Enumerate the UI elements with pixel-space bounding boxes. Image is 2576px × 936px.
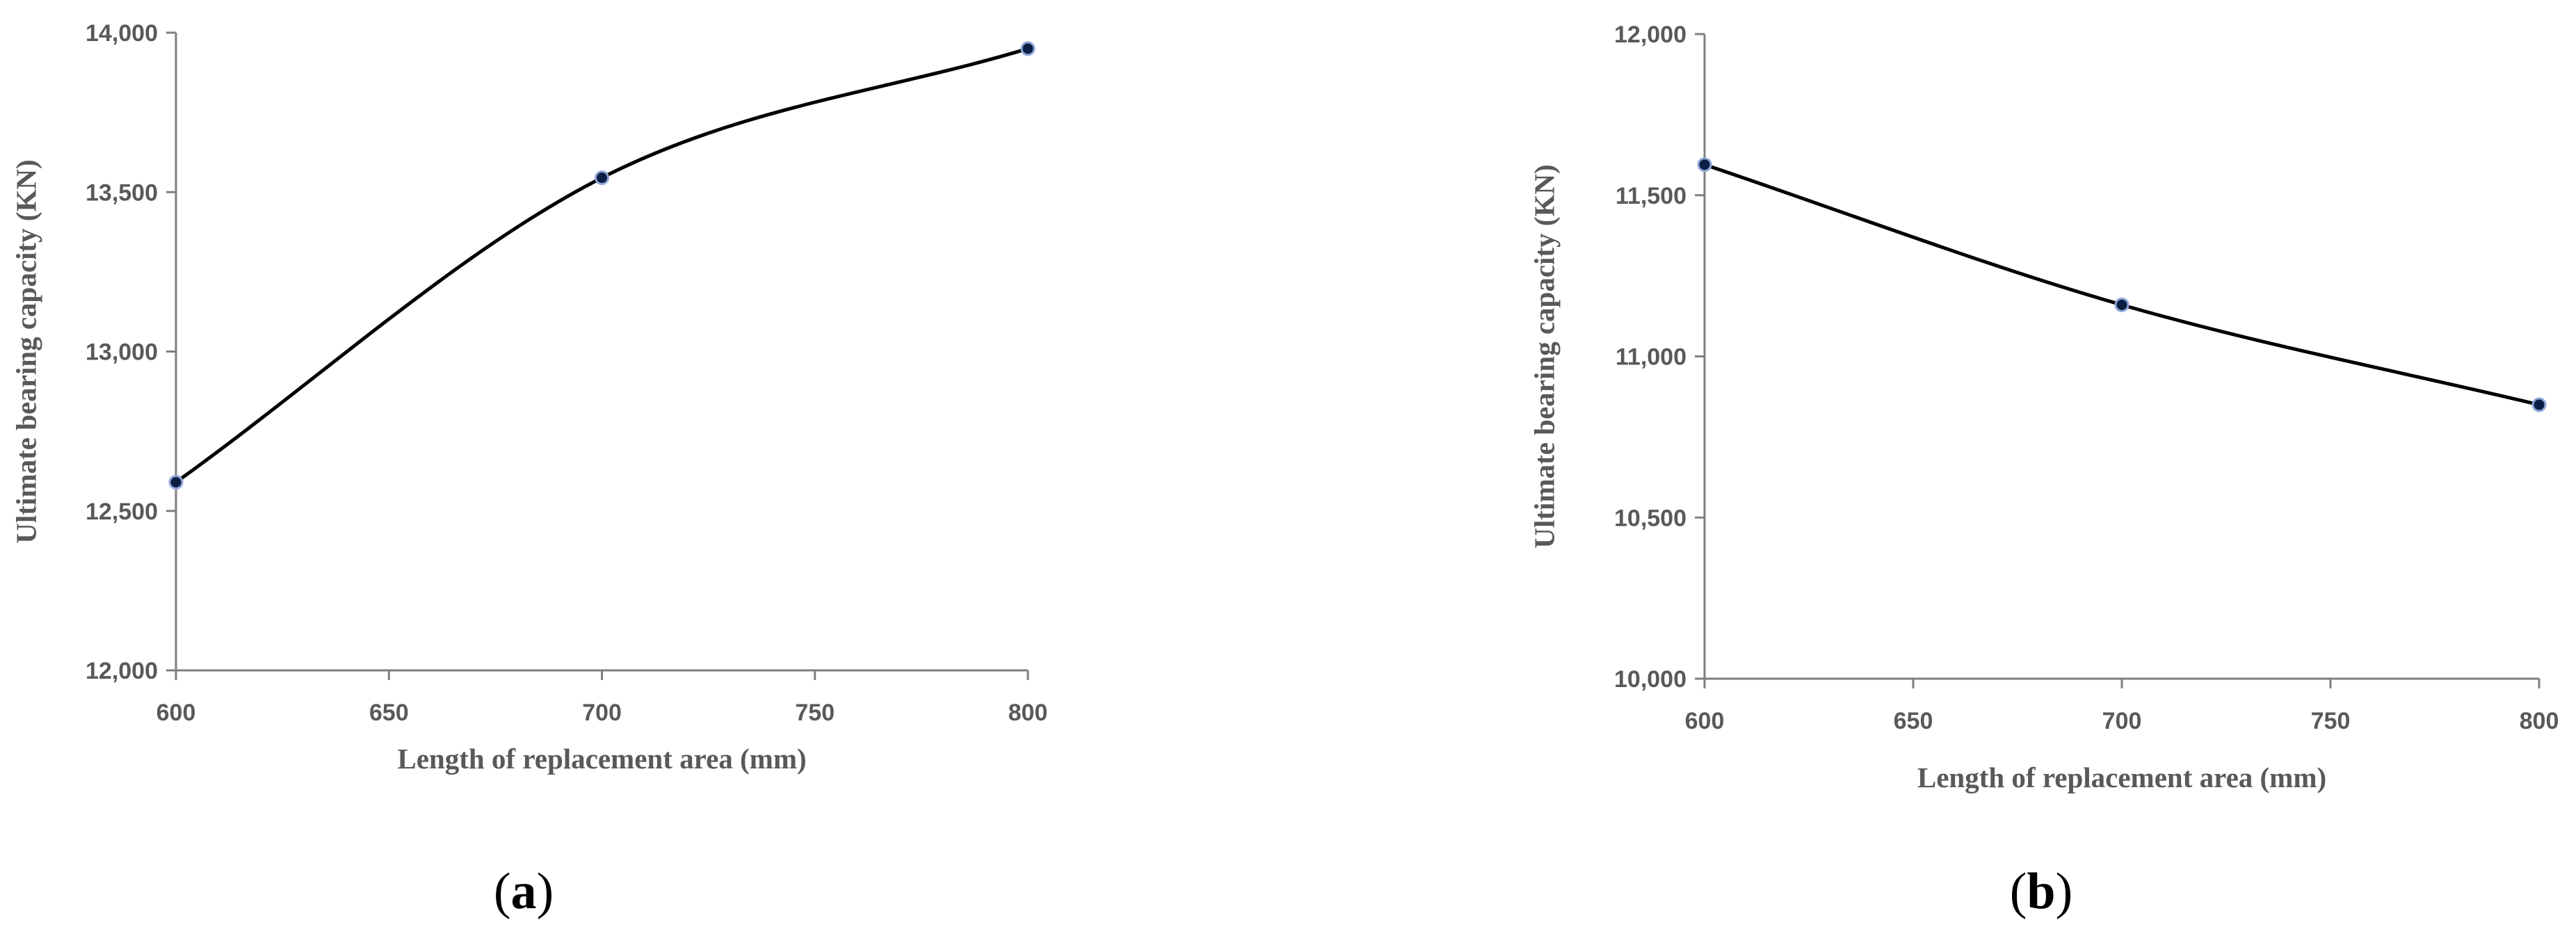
y-tick-label: 12,000 (86, 658, 158, 684)
x-tick-label: 650 (1894, 708, 1933, 734)
y-tick-label: 10,500 (1614, 505, 1687, 531)
y-tick-label: 14,000 (86, 20, 158, 47)
y-tick-label: 13,500 (86, 179, 158, 206)
chart-a: 12,000 12,500 13,000 13,500 14,000 600 650 700 7… (10, 20, 1047, 920)
caption-letter: a (511, 863, 537, 920)
x-axis-title: Length of replacement area (mm) (1917, 761, 2326, 793)
y-tick-label: 12,000 (1614, 22, 1687, 48)
x-tick-label: 800 (2520, 708, 2559, 734)
caption-close-paren: ) (537, 863, 554, 920)
y-axis-title: Ultimate bearing capacity (KN) (1528, 164, 1560, 548)
data-point (2114, 297, 2130, 312)
data-point (168, 474, 184, 490)
x-tick-label: 800 (1008, 700, 1048, 726)
y-tick-label: 13,000 (86, 339, 158, 366)
y-axis-title: Ultimate bearing capacity (KN) (10, 159, 42, 543)
data-point (1697, 157, 1712, 172)
y-tick-label: 11,500 (1616, 183, 1687, 209)
x-tick-label: 700 (582, 700, 622, 726)
panel-caption: (b) (2010, 863, 2072, 920)
x-tick-label: 750 (2311, 708, 2351, 734)
x-axis-title: Length of replacement area (mm) (397, 743, 806, 775)
caption-open-paren: ( (494, 863, 511, 920)
data-point (595, 170, 609, 186)
y-tick-label: 12,500 (86, 499, 158, 525)
series-line (1704, 163, 2540, 407)
x-tick-label: 700 (2102, 708, 2142, 734)
caption-open-paren: ( (2010, 863, 2027, 920)
caption-close-paren: ) (2056, 863, 2073, 920)
x-tick-label: 600 (156, 700, 196, 726)
data-point (1020, 41, 1036, 56)
caption-letter: b (2027, 863, 2055, 920)
x-tick-label: 600 (1685, 708, 1725, 734)
y-tick-label: 10,000 (1614, 666, 1687, 693)
y-tick-label: 11,000 (1616, 344, 1687, 371)
x-tick-label: 750 (795, 700, 835, 726)
panel-caption: (a) (494, 863, 554, 920)
series-line (175, 47, 1029, 484)
data-point (2531, 397, 2547, 412)
x-tick-label: 650 (369, 700, 409, 726)
chart-b: 10,000 10,500 11,000 11,500 12,000 600 650 700 7… (1528, 22, 2559, 920)
